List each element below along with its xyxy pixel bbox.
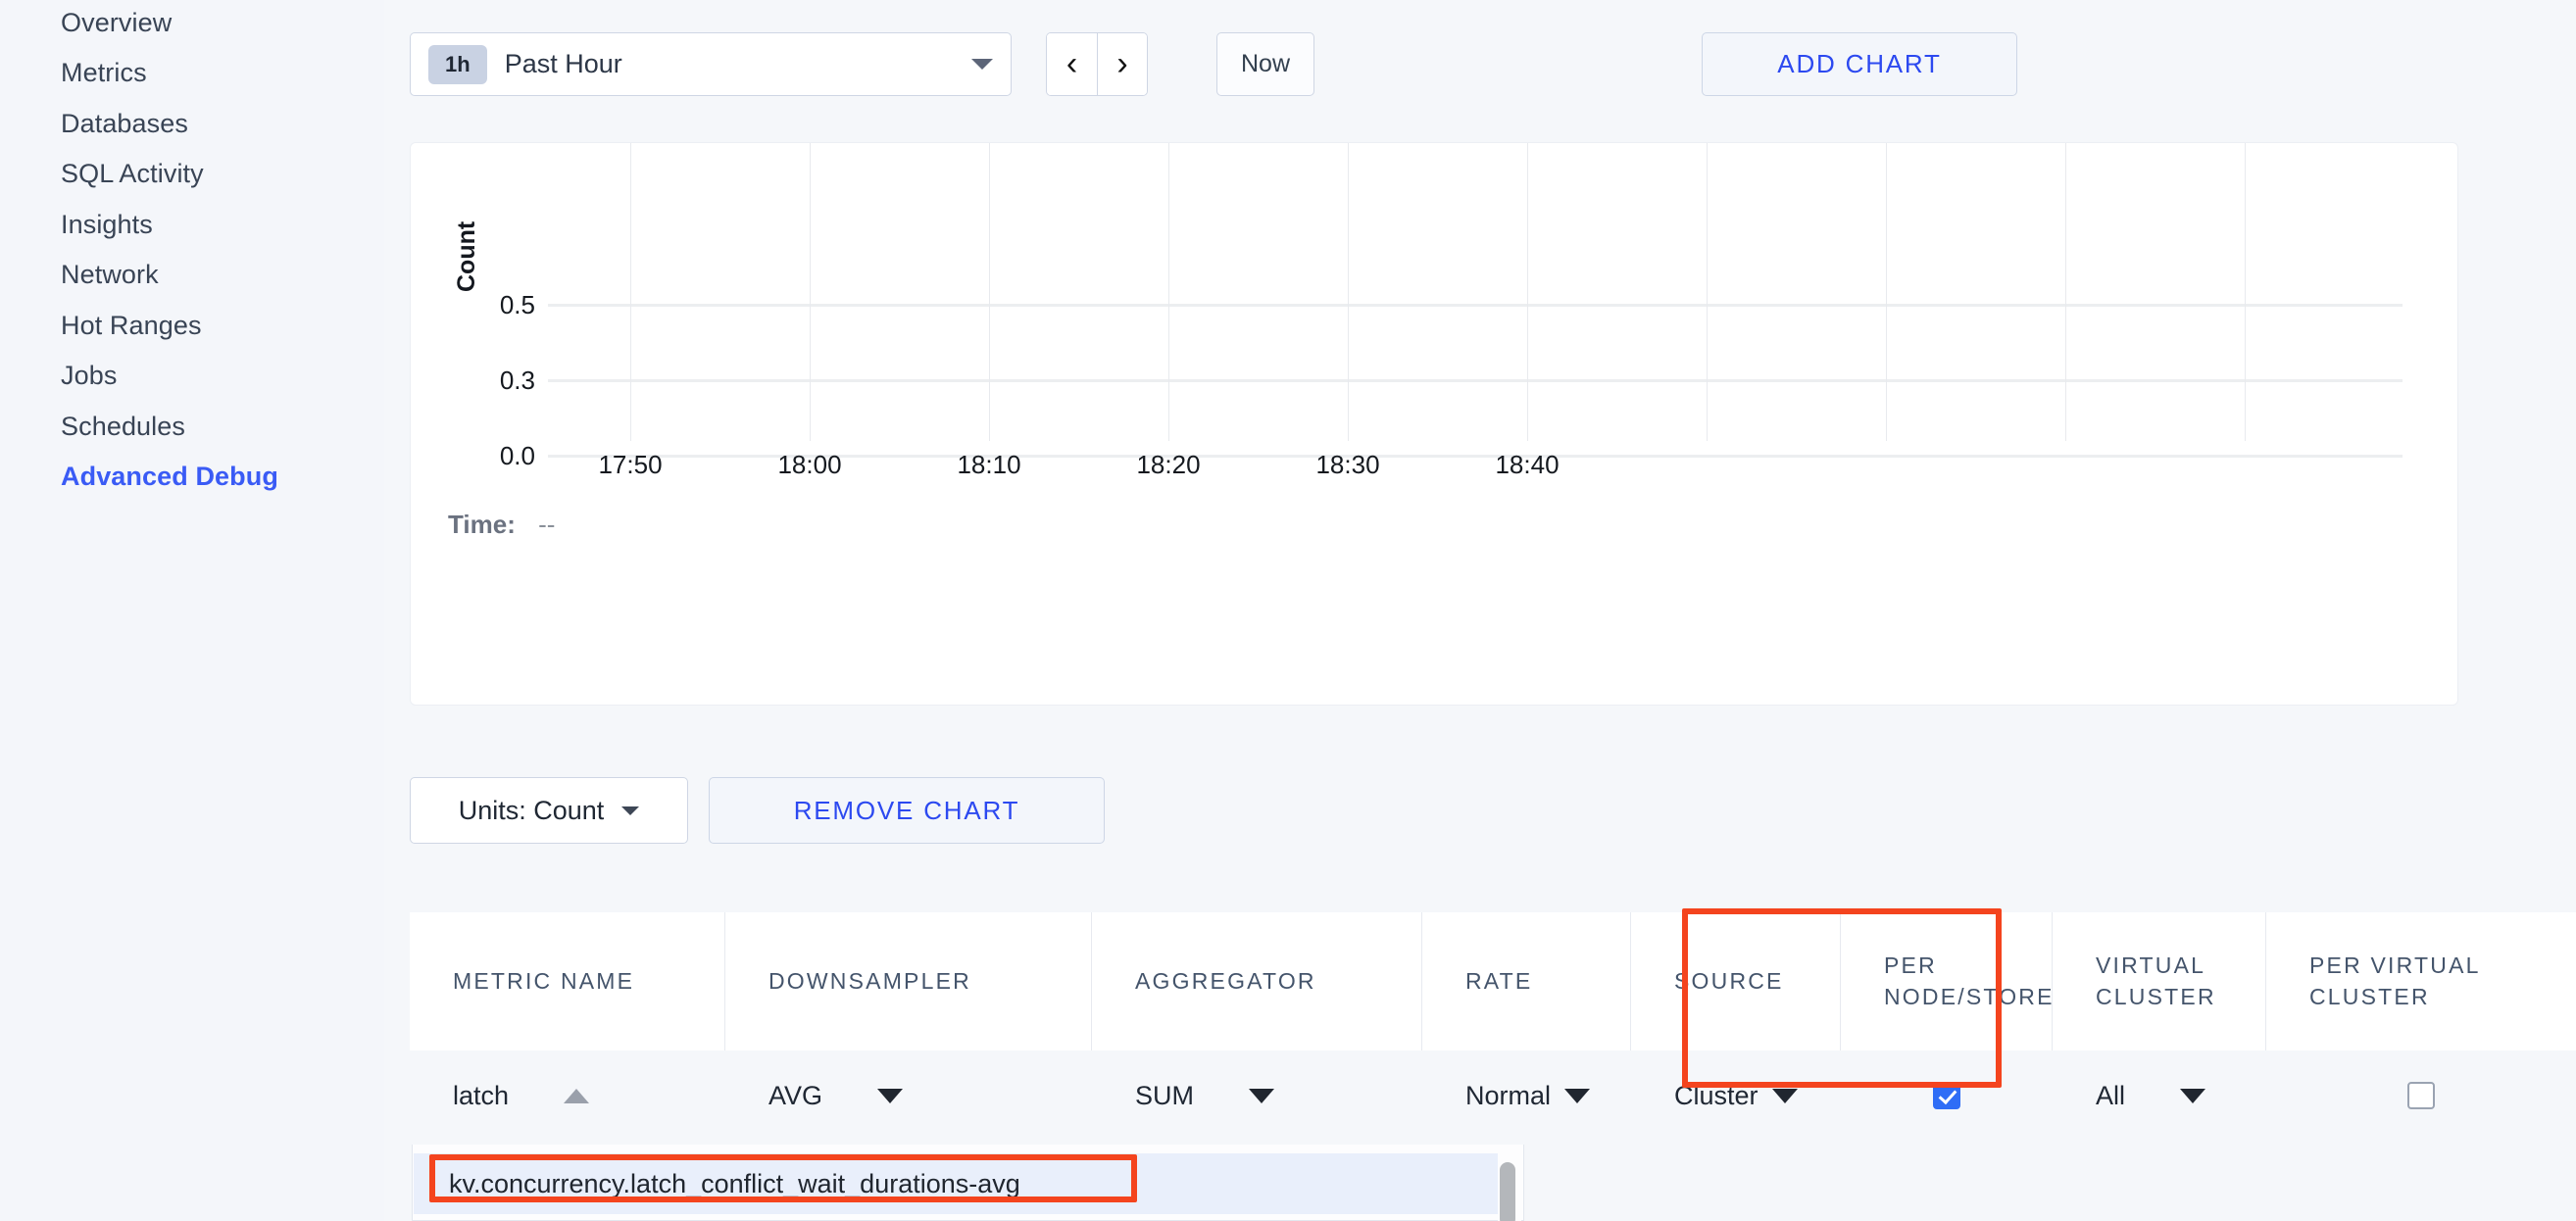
col-header-per-virtual-cluster[interactable]: PER VIRTUAL CLUSTER (2309, 952, 2480, 1009)
gridline-x-2 (989, 143, 990, 441)
sidebar-item-sql-activity[interactable]: SQL Activity (61, 159, 204, 188)
col-header-downsampler[interactable]: DOWNSAMPLER (725, 912, 1092, 1050)
sidebar-item-jobs[interactable]: Jobs (61, 361, 118, 390)
sidebar: Overview Metrics Databases SQL Activity … (0, 0, 384, 1221)
gridline-y-0 (548, 304, 2403, 307)
x-tick-4: 18:30 (1315, 450, 1380, 479)
per-node-store-checkbox[interactable] (1933, 1082, 1960, 1109)
chevron-down-icon (621, 806, 640, 815)
chart-y-axis-label: Count (453, 220, 480, 292)
metric-table: METRIC NAME DOWNSAMPLER AGGREGATOR RATE … (410, 912, 2576, 1141)
chevron-down-icon (1564, 1088, 1591, 1103)
aggregator-value: SUM (1135, 1080, 1194, 1110)
add-chart-button[interactable]: ADD CHART (1702, 32, 2017, 96)
gridline-x-8 (2065, 143, 2066, 441)
next-range-button[interactable]: › (1097, 33, 1147, 95)
sidebar-item-network[interactable]: Network (61, 260, 159, 289)
cell-downsampler[interactable]: AVG (725, 1081, 1092, 1111)
gridline-x-7 (1886, 143, 1887, 441)
autocomplete-scrollbar[interactable] (1498, 1150, 1521, 1221)
chart-plot-area[interactable]: Count 0.5 0.3 0.0 17:50 18:00 18:10 (411, 143, 2459, 594)
gridline-x-1 (810, 143, 811, 441)
col-header-metric-name[interactable]: METRIC NAME (410, 912, 725, 1050)
time-range-badge: 1h (428, 44, 487, 84)
gridline-y-1 (548, 379, 2403, 382)
cell-source[interactable]: Cluster (1631, 1081, 1841, 1111)
list-item[interactable]: kv.concurrency.latch_conflict_wait_durat… (414, 1153, 1506, 1214)
metric-table-header: METRIC NAME DOWNSAMPLER AGGREGATOR RATE … (410, 912, 2576, 1050)
chevron-down-icon (1771, 1088, 1798, 1103)
chevron-down-icon (2180, 1088, 2206, 1103)
gridline-x-5 (1527, 143, 1528, 441)
sidebar-item-hot-ranges[interactable]: Hot Ranges (61, 311, 202, 340)
col-header-source[interactable]: SOURCE (1631, 912, 1841, 1050)
x-tick-0: 17:50 (598, 450, 663, 479)
col-header-virtual-cluster[interactable]: VIRTUAL CLUSTER (2053, 912, 2266, 1050)
col-header-per-node-store[interactable]: PER NODE/STORE (1841, 912, 2053, 1050)
chart-card: Count 0.5 0.3 0.0 17:50 18:00 18:10 (410, 142, 2458, 706)
y-tick-2: 0.0 (499, 441, 535, 470)
sidebar-item-databases[interactable]: Databases (61, 109, 188, 138)
cell-per-node-store[interactable] (1841, 1082, 2053, 1109)
gridline-y-2 (548, 455, 2403, 458)
rate-value: Normal (1465, 1080, 1552, 1110)
time-range-label: Past Hour (504, 49, 622, 78)
metric-name-value: latch (453, 1080, 510, 1110)
col-header-aggregator[interactable]: AGGREGATOR (1092, 912, 1422, 1050)
x-tick-3: 18:20 (1136, 450, 1201, 479)
gridline-x-3 (1168, 143, 1169, 441)
per-virtual-cluster-checkbox[interactable] (2407, 1082, 2435, 1109)
gridline-x-4 (1348, 143, 1349, 441)
sidebar-item-metrics[interactable]: Metrics (61, 58, 147, 87)
chart-time-readout: Time: -- (448, 510, 555, 540)
chart-time-readout-value: -- (538, 510, 556, 539)
gridline-x-6 (1707, 143, 1708, 441)
chevron-down-icon (971, 59, 993, 70)
downsampler-value: AVG (768, 1080, 823, 1110)
chevron-down-icon (1249, 1088, 1274, 1103)
time-range-select[interactable]: 1h Past Hour (410, 32, 1012, 96)
chevron-down-icon (877, 1088, 904, 1103)
cell-virtual-cluster[interactable]: All (2053, 1081, 2266, 1111)
gridline-x-9 (2245, 143, 2246, 441)
metric-name-autocomplete-panel: kv.concurrency.latch_conflict_wait_durat… (412, 1145, 1524, 1221)
units-select[interactable]: Units: Count (410, 777, 688, 844)
x-tick-5: 18:40 (1495, 450, 1560, 479)
cell-aggregator[interactable]: SUM (1092, 1081, 1422, 1111)
units-select-label: Units: Count (458, 795, 605, 825)
cell-rate[interactable]: Normal (1422, 1081, 1631, 1111)
source-value: Cluster (1674, 1080, 1759, 1110)
time-nav-group: ‹ › (1046, 32, 1148, 96)
gridline-x-0 (630, 143, 631, 441)
prev-range-button[interactable]: ‹ (1047, 33, 1097, 95)
x-tick-2: 18:10 (957, 450, 1021, 479)
remove-chart-button[interactable]: REMOVE CHART (709, 777, 1105, 844)
virtual-cluster-value: All (2096, 1080, 2126, 1110)
sidebar-item-advanced-debug[interactable]: Advanced Debug (61, 462, 278, 491)
chart-time-readout-label: Time: (448, 510, 516, 539)
sidebar-item-schedules[interactable]: Schedules (61, 412, 185, 441)
sidebar-item-insights[interactable]: Insights (61, 210, 153, 239)
y-tick-1: 0.3 (499, 366, 535, 395)
x-tick-1: 18:00 (777, 450, 842, 479)
cell-per-virtual-cluster[interactable] (2266, 1082, 2576, 1109)
cell-metric-name[interactable]: latch (410, 1081, 725, 1111)
col-header-rate[interactable]: RATE (1422, 912, 1631, 1050)
autocomplete-scrollbar-thumb[interactable] (1500, 1162, 1515, 1221)
sidebar-item-overview[interactable]: Overview (61, 8, 173, 37)
sort-ascending-icon[interactable] (564, 1088, 590, 1103)
table-row: latch AVG SUM Normal Cluster (410, 1050, 2576, 1141)
now-button[interactable]: Now (1216, 32, 1314, 96)
y-tick-0: 0.5 (499, 290, 535, 319)
